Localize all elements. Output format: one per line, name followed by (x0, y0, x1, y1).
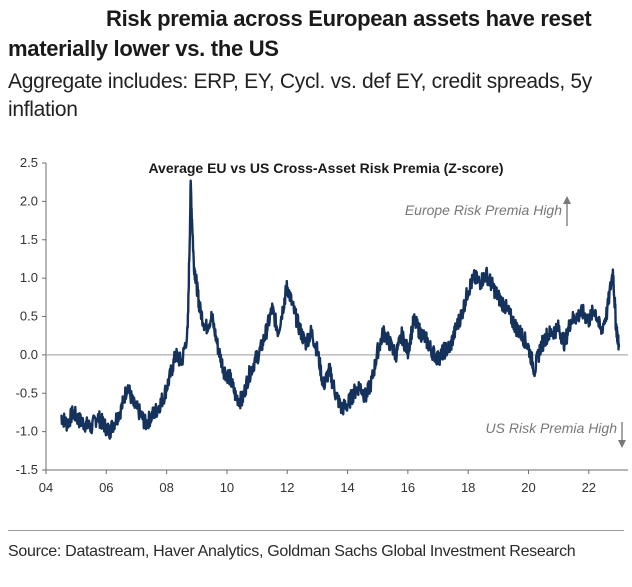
y-tick-label: -1.5 (16, 462, 38, 477)
y-axis: -1.5 -1.0 -0.5 0.0 0.5 1.0 1.5 2.0 2.5 (16, 155, 47, 477)
x-tick-label: 08 (159, 480, 173, 495)
arrow-up-head-icon (563, 196, 571, 204)
x-tick-label: 12 (280, 480, 294, 495)
source-divider (8, 530, 624, 531)
line-chart: Average EU vs US Cross-Asset Risk Premia… (16, 155, 628, 495)
x-tick-label: 20 (521, 480, 535, 495)
chart-headline: Risk premia across European assets have … (8, 6, 592, 61)
annotations: Europe Risk Premia High US Risk Premia Hi… (405, 196, 626, 448)
y-tick-label: 2.5 (20, 155, 38, 170)
x-tick-label: 22 (582, 480, 596, 495)
y-tick-label: 1.0 (20, 270, 38, 285)
annotation-us-high: US Risk Premia High (486, 420, 618, 436)
x-tick-label: 18 (461, 480, 475, 495)
y-tick-label: -0.5 (16, 385, 38, 400)
chart-title: Average EU vs US Cross-Asset Risk Premia… (148, 160, 503, 176)
x-tick-label: 06 (99, 480, 113, 495)
y-tick-label: -1.0 (16, 424, 38, 439)
series-group (60, 179, 621, 440)
x-tick-label: 10 (220, 480, 234, 495)
chart-subtitle: Aggregate includes: ERP, EY, Cycl. vs. d… (8, 70, 592, 121)
y-tick-label: 0.5 (20, 309, 38, 324)
y-tick-label: 0.0 (20, 347, 38, 362)
annotation-europe-high: Europe Risk Premia High (405, 202, 562, 218)
arrow-down-head-icon (618, 440, 626, 448)
x-axis: 04 06 08 10 12 14 16 18 20 22 (39, 469, 628, 495)
y-tick-label: 1.5 (20, 232, 38, 247)
x-tick-label: 14 (340, 480, 354, 495)
series-line (60, 179, 621, 440)
y-tick-label: 2.0 (20, 193, 38, 208)
source-note: Source: Datastream, Haver Analytics, Gol… (8, 543, 576, 560)
x-tick-label: 16 (401, 480, 415, 495)
x-tick-label: 04 (39, 480, 53, 495)
